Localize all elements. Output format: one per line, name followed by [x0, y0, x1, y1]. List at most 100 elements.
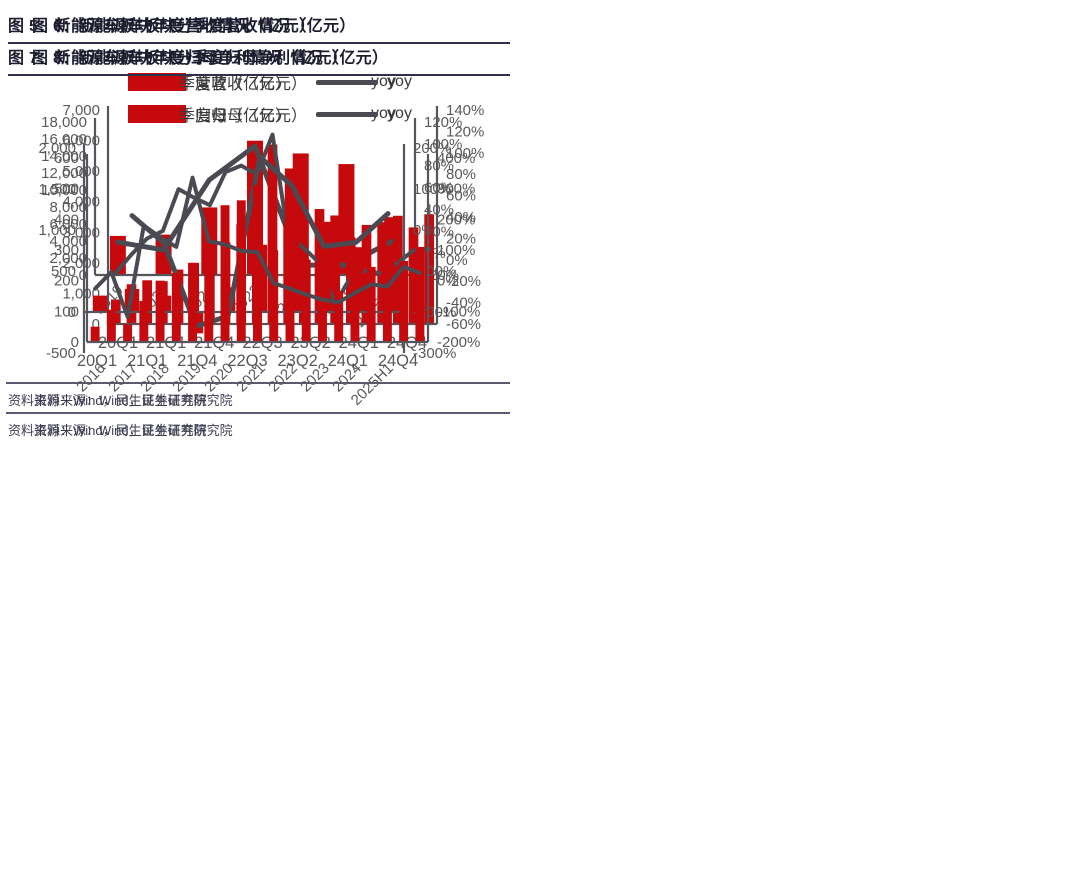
- yoy-legend-line: [332, 79, 379, 85]
- tick-label: 500: [54, 181, 79, 198]
- tick-label: 120%: [424, 114, 462, 131]
- x-tick-label: 21Q4: [177, 352, 217, 370]
- bar: [269, 250, 279, 342]
- tick-label: 40%: [446, 209, 476, 226]
- tick-label: 0: [92, 316, 100, 333]
- tick-label: 12,000: [41, 165, 87, 182]
- yoy-legend-line: [332, 111, 379, 117]
- tick-label: -60%: [446, 316, 481, 333]
- bar: [220, 205, 230, 342]
- x-axis-labels: 20Q1 21Q1 21Q4 22Q3 23Q2 24Q1 24Q4: [77, 352, 418, 370]
- tick-label: 100%: [446, 145, 484, 162]
- tick-label: 40%: [424, 201, 454, 218]
- tick-label: 10,000: [41, 182, 87, 199]
- bar: [301, 259, 311, 342]
- tick-label: -40%: [446, 295, 481, 312]
- figure-6-title: 图 6：新能源车板块分季度营收情况（亿元）: [32, 12, 510, 44]
- tick-label: 7,000: [62, 102, 100, 119]
- tick-label: 100%: [413, 181, 451, 198]
- bar: [350, 269, 360, 342]
- yoy-legend-label: yoy: [371, 105, 396, 122]
- source-note: 资料来源：Wind，民生证券研究院: [8, 393, 207, 408]
- bar: [399, 261, 409, 342]
- tick-label: 600: [54, 150, 79, 167]
- bar: [106, 309, 116, 342]
- bar: [317, 287, 327, 342]
- tick-label: 1,500: [38, 181, 76, 198]
- yoy-line: [93, 175, 422, 319]
- bar-legend-swatch: [128, 105, 171, 123]
- x-tick-label: 23Q2: [278, 352, 318, 370]
- source-note: 资料来源：Wind，民生证券研究院: [34, 393, 233, 408]
- bar: [366, 266, 376, 342]
- figure-8-panel: 图 8：新能源车板块分季度归母净利情况（亿元） 季度归母（亿元） yoy 600…: [0, 0, 540, 441]
- bar: [334, 291, 344, 342]
- annual-net-profit-chart: 2,0001,5001,0005000-500200%100%0%-100%-2…: [38, 140, 456, 409]
- tick-label: 1,000: [38, 222, 76, 239]
- bar: [155, 280, 165, 342]
- bar-legend-label: 营收（亿元）: [195, 76, 292, 93]
- bar: [408, 227, 419, 324]
- bar: [171, 273, 181, 342]
- tick-label: -200%: [437, 334, 480, 351]
- tick-label: 14,000: [41, 148, 87, 165]
- tick-label: -100%: [437, 303, 480, 320]
- bar: [267, 144, 278, 324]
- tick-label: 140%: [446, 102, 484, 119]
- tick-label: 100: [54, 303, 79, 320]
- tick-label: -300%: [413, 345, 456, 362]
- quarterly-net-profit-chart: 6005004003002001000400%300%200%100%0%-10…: [54, 150, 480, 370]
- bar: [253, 185, 262, 342]
- bar: [415, 246, 425, 342]
- figure-8-legend: 季度归母（亿元） yoy: [0, 104, 540, 125]
- left-axis-ticks: 18,00016,00014,00012,00010,0008,0006,000…: [41, 114, 87, 284]
- bar: [361, 224, 372, 324]
- tick-label: 4,000: [49, 233, 87, 250]
- tick-label: 0: [71, 334, 79, 351]
- x-tick-label: 24Q1: [328, 352, 368, 370]
- tick-label: 6,000: [49, 216, 87, 233]
- bar-legend-swatch: [128, 73, 171, 91]
- tick-label: -500: [46, 345, 76, 362]
- tick-label: 300: [54, 242, 79, 259]
- x-tick-label: 22Q3: [227, 352, 267, 370]
- tick-label: 300%: [437, 181, 475, 198]
- tick-label: 5,000: [62, 163, 100, 180]
- bar: [204, 246, 214, 342]
- right-axis-ticks: 200%100%0%-100%-200%-300%: [413, 140, 456, 362]
- x-tick-label: 21Q1: [127, 352, 167, 370]
- bar: [123, 324, 133, 342]
- bar: [90, 326, 100, 342]
- tick-label: 20%: [446, 230, 476, 247]
- x-tick-label: 20Q1: [77, 352, 117, 370]
- tick-label: 200: [54, 273, 79, 290]
- tick-label: 0: [79, 267, 87, 284]
- tick-label: 500: [51, 263, 76, 280]
- tick-label: 0%: [446, 252, 468, 269]
- bar: [188, 262, 198, 342]
- tick-label: 0: [68, 304, 76, 321]
- bar-legend-label: 季度营收（亿元）: [179, 76, 308, 93]
- tick-label: 200%: [413, 140, 451, 157]
- source-note: 资料来源：Wind，民生证券研究院: [34, 423, 233, 438]
- bar: [424, 214, 435, 324]
- tick-label: 80%: [424, 158, 454, 175]
- tick-label: 120%: [446, 123, 484, 140]
- bar: [92, 295, 108, 312]
- tick-label: 100%: [437, 242, 475, 259]
- tick-label: 2,000: [49, 250, 87, 267]
- tick-label: 400: [54, 211, 79, 228]
- bar-legend-label: 归母（亿元）: [195, 108, 292, 125]
- tick-label: 2,000: [38, 140, 76, 157]
- yoy-legend-label: yoy: [387, 73, 412, 90]
- bars-group: [90, 185, 425, 342]
- x-tick-label: 24Q4: [378, 352, 418, 370]
- tick-label: 4,000: [62, 194, 100, 211]
- tick-label: 3,000: [62, 224, 100, 241]
- right-axis-ticks: 400%300%200%100%0%-100%-200%: [437, 150, 480, 351]
- tick-label: 8,000: [49, 199, 87, 216]
- figure-7-panel: 图 7：新能源车板块年度归母净利情况（亿元） 归母（亿元） yoy 2,000 1…: [0, 0, 540, 441]
